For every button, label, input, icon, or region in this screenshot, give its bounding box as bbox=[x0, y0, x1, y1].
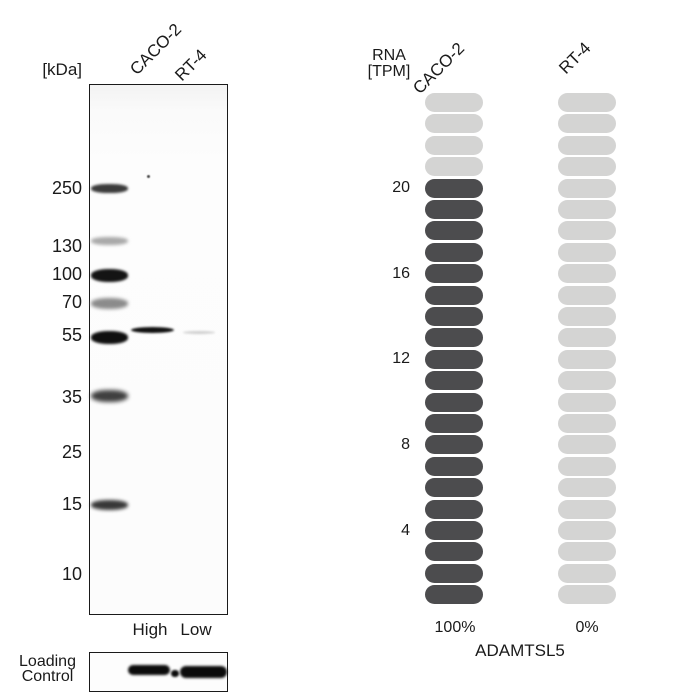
kda-marker-labels: 250 130 100 70 55 35 25 15 10 bbox=[28, 84, 82, 613]
ladder-band-250kda bbox=[91, 183, 128, 193]
marker-label-70: 70 bbox=[61, 292, 82, 312]
rna-tick-labels: 20 16 12 8 4 bbox=[370, 93, 410, 613]
expression-label-high: High bbox=[132, 620, 168, 639]
rna-segment-caco-2-4 bbox=[425, 521, 483, 540]
rna-segment-rt-4-24 bbox=[558, 93, 616, 112]
caco2-band-55kda bbox=[131, 327, 174, 333]
rt4-faint-band-55kda bbox=[183, 330, 215, 334]
ladder-band-100kda bbox=[91, 268, 128, 282]
rna-segment-caco-2-9 bbox=[425, 414, 483, 433]
marker-label-25: 25 bbox=[61, 442, 82, 462]
rna-segment-caco-2-17 bbox=[425, 242, 483, 262]
blot-lane-label-rt4: RT-4 bbox=[171, 45, 211, 85]
rna-tick-4: 4 bbox=[401, 521, 410, 539]
ladder-band-130kda bbox=[91, 237, 128, 245]
rna-segment-rt-4-7 bbox=[558, 456, 616, 476]
rna-segment-caco-2-19 bbox=[425, 200, 483, 219]
loading-control-band-2 bbox=[171, 669, 179, 677]
percent-label-caco2: 100% bbox=[434, 619, 476, 636]
rna-segment-caco-2-22 bbox=[425, 135, 483, 155]
rna-segment-caco-2-3 bbox=[425, 542, 483, 562]
rna-segment-caco-2-16 bbox=[425, 264, 483, 284]
rna-segment-rt-4-17 bbox=[558, 242, 616, 262]
chart-column-label-caco2: CACO-2 bbox=[409, 38, 469, 98]
marker-label-250: 250 bbox=[51, 178, 82, 198]
rna-tick-20: 20 bbox=[392, 179, 410, 197]
marker-label-35: 35 bbox=[61, 387, 82, 407]
rna-axis-title: RNA [TPM] bbox=[362, 48, 416, 80]
loading-control-band-3 bbox=[180, 666, 227, 678]
marker-label-130: 130 bbox=[51, 236, 82, 256]
loading-control-label: Loading Control bbox=[11, 653, 84, 685]
rna-segment-caco-2-2 bbox=[425, 563, 483, 583]
ladder-band-15kda bbox=[91, 500, 128, 510]
rna-segment-caco-2-6 bbox=[425, 478, 483, 498]
rna-tick-8: 8 bbox=[401, 435, 410, 453]
rna-segment-caco-2-8 bbox=[425, 435, 483, 455]
rna-segment-caco-2-21 bbox=[425, 157, 483, 177]
rna-segment-rt-4-1 bbox=[558, 585, 616, 605]
rna-segment-rt-4-15 bbox=[558, 285, 616, 305]
rna-segment-caco-2-12 bbox=[425, 349, 483, 369]
rna-segment-caco-2-10 bbox=[425, 392, 483, 412]
rna-segment-rt-4-10 bbox=[558, 392, 616, 412]
expression-label-low: Low bbox=[180, 620, 212, 639]
loading-control-label-line2: Control bbox=[21, 668, 74, 685]
marker-label-55: 55 bbox=[61, 325, 82, 345]
rna-segment-caco-2-1 bbox=[425, 585, 483, 605]
rna-tick-16: 16 bbox=[392, 264, 410, 282]
western-blot-panel bbox=[89, 84, 228, 615]
rna-segment-rt-4-12 bbox=[558, 349, 616, 369]
rna-segment-rt-4-9 bbox=[558, 414, 616, 433]
rna-tick-12: 12 bbox=[392, 350, 410, 368]
rna-segment-rt-4-23 bbox=[558, 114, 616, 134]
ladder-band-35kda bbox=[91, 390, 128, 402]
rna-segment-caco-2-20 bbox=[425, 178, 483, 198]
ladder-band-70kda bbox=[91, 297, 128, 309]
rna-segment-rt-4-3 bbox=[558, 542, 616, 562]
rna-axis-title-line2: [TPM] bbox=[367, 63, 411, 80]
rna-segment-rt-4-4 bbox=[558, 521, 616, 540]
rna-segment-rt-4-13 bbox=[558, 328, 616, 348]
rna-segment-rt-4-16 bbox=[558, 264, 616, 284]
kda-unit-label: [kDa] bbox=[42, 60, 82, 79]
rna-segment-caco-2-24 bbox=[425, 93, 483, 112]
marker-label-100: 100 bbox=[51, 264, 82, 284]
rna-segment-rt-4-21 bbox=[558, 157, 616, 177]
chart-column-label-rt4: RT-4 bbox=[555, 38, 595, 78]
rna-segment-caco-2-7 bbox=[425, 456, 483, 476]
rna-segment-rt-4-19 bbox=[558, 200, 616, 219]
rna-segment-rt-4-14 bbox=[558, 307, 616, 326]
loading-control-band-1 bbox=[128, 665, 170, 675]
rna-segment-rt-4-6 bbox=[558, 478, 616, 498]
blot-artifact-dot bbox=[147, 175, 150, 178]
rna-segment-caco-2-13 bbox=[425, 328, 483, 348]
rna-segment-rt-4-20 bbox=[558, 178, 616, 198]
rna-segment-rt-4-22 bbox=[558, 135, 616, 155]
loading-control-panel bbox=[89, 652, 228, 692]
rna-segment-caco-2-14 bbox=[425, 307, 483, 326]
percent-label-rt4: 0% bbox=[575, 619, 599, 636]
marker-label-15: 15 bbox=[61, 494, 82, 514]
rna-segment-caco-2-5 bbox=[425, 499, 483, 519]
rna-segment-rt-4-8 bbox=[558, 435, 616, 455]
marker-label-10: 10 bbox=[61, 564, 82, 584]
loading-control-label-line1: Loading bbox=[19, 653, 76, 670]
rna-axis-title-line1: RNA bbox=[372, 47, 406, 64]
rna-segment-rt-4-18 bbox=[558, 221, 616, 241]
rna-segment-caco-2-23 bbox=[425, 114, 483, 134]
rna-segment-caco-2-15 bbox=[425, 285, 483, 305]
gene-name-title: ADAMTSL5 bbox=[475, 641, 565, 660]
rna-segment-rt-4-5 bbox=[558, 499, 616, 519]
rna-segment-caco-2-11 bbox=[425, 371, 483, 391]
rna-segment-caco-2-18 bbox=[425, 221, 483, 241]
rna-segment-rt-4-2 bbox=[558, 563, 616, 583]
ladder-band-55kda bbox=[91, 330, 128, 344]
rna-segment-rt-4-11 bbox=[558, 371, 616, 391]
